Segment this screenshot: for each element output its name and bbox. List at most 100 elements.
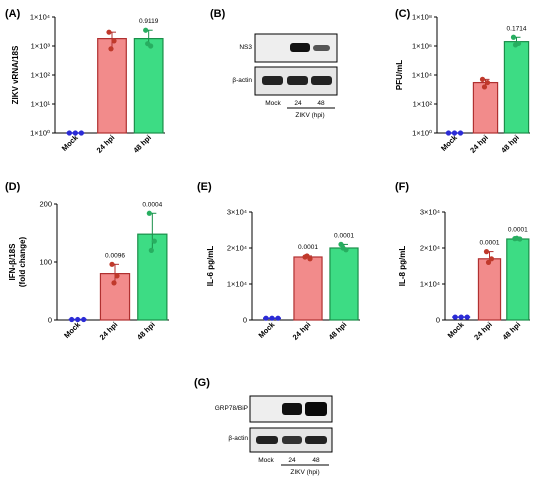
data-point [108,46,114,52]
data-point [109,261,115,267]
blot-actin-band-24 [287,76,308,85]
y-tick-label: 0 [243,316,247,325]
panel-label-d: (D) [5,181,21,193]
data-point [146,210,152,216]
y-tick-label: 1×10⁸ [412,13,432,22]
y-axis-label: IL-6 pg/mL [206,246,215,287]
data-point [114,273,120,279]
data-point [445,130,452,136]
category-label: Mock [446,319,467,340]
blot-lane-48: 48 [317,100,325,107]
charts-layer: (A) 1×10⁰ 1×10¹ 1×10² 1×10³ 1×10⁴ ZIKV vRNA/18… [5,8,530,342]
data-point [304,253,310,259]
panel-label-c: (C) [395,8,411,20]
blot-actin-g-band-mock [256,436,278,444]
data-point [457,130,464,136]
p-value-label: 0.0004 [142,201,162,208]
y-axis-label-2: (fold change) [18,237,27,288]
category-label: 24 hpi [98,320,120,342]
data-point [510,34,517,40]
blot-row-label-actin-g: β-actin [228,435,248,442]
p-value-label: 0.9119 [139,18,159,25]
data-point [75,316,81,323]
data-point [81,316,87,323]
data-point [512,42,519,48]
chart-a: (A) 1×10⁰ 1×10¹ 1×10² 1×10³ 1×10⁴ ZIKV vRNA/18… [5,8,165,155]
data-point [143,27,149,33]
blot-row-label-actin: β-actin [232,77,252,84]
bar-c-1 [472,81,499,134]
y-tick-label: 1×10⁶ [412,42,432,51]
data-point [151,238,157,244]
data-point [485,259,492,265]
blot-group-label: ZIKV (hpi) [295,112,324,119]
y-axis-label: IFN-β/18S [8,243,17,281]
blot-row-label-grp78: GRP78/BiP [215,405,248,412]
blot-grp78-band-24 [282,403,302,415]
data-point [269,315,275,321]
chart-f: (F) 0 1×10⁴ 2×10⁴ 3×10⁴ IL-8 pg/mL Mock 0.0001 2… [395,181,530,342]
panel-label-b: (B) [210,8,226,20]
bar-f-1 [477,258,502,321]
data-point [514,235,520,241]
y-tick-label: 1×10⁴ [227,280,247,289]
data-point [106,29,112,35]
data-point [148,247,154,253]
chart-d: (D) 0 100 200 IFN-β/18S (fold change) Mock 0.00… [5,181,169,342]
p-value-label: 0.0096 [105,252,125,259]
panel-label-e: (E) [197,181,212,193]
data-point [483,249,490,255]
blot-lane-24: 24 [294,100,302,107]
y-tick-label: 1×10⁴ [420,280,440,289]
bar-a-1 [97,37,127,134]
blot-g-lane-mock: Mock [258,457,274,464]
blot-ns3-band-48 [313,45,330,51]
y-tick-label: 1×10⁴ [30,13,50,22]
blot-b: (B) NS3 β-actin Mock 24 48 ZIKV (hpi) [210,8,338,119]
data-point [78,130,84,136]
blot-actin-band-mock [262,76,283,85]
data-point [451,130,458,136]
blot-g: (G) GRP78/BiP β-actin Mock 24 48 ZIKV (h… [194,377,333,476]
p-value-label: 0.1714 [507,25,527,32]
blot-actin-g-band-48 [305,436,327,444]
y-tick-label: 1×10³ [31,42,51,51]
data-point [263,315,269,321]
data-point [69,316,75,323]
data-point [479,76,486,82]
data-point [458,314,464,320]
y-tick-label: 1×10² [413,100,433,109]
blot-actin-band-48 [311,76,332,85]
y-tick-label: 3×10⁴ [227,208,247,217]
data-point [481,84,488,90]
y-tick-label: 1×10¹ [31,100,51,109]
data-point [275,315,281,321]
panel-label-f: (F) [395,181,409,193]
p-value-label: 0.0001 [298,244,318,251]
p-value-label: 0.0001 [334,232,354,239]
y-tick-label: 1×10⁰ [412,129,432,138]
y-axis-label: IL-8 pg/mL [398,246,407,287]
y-tick-label: 0 [436,316,440,325]
y-tick-label: 0 [48,316,52,325]
bar-f-2 [506,238,530,321]
y-axis-label: PFU/mL [395,60,404,90]
bar-e-1 [293,256,323,321]
category-label: 48 hpi [501,320,523,342]
data-point [340,245,346,251]
data-point [464,314,470,320]
bar-c-2 [503,41,530,134]
bar-e-2 [329,247,359,321]
chart-e: (E) 0 1×10⁴ 2×10⁴ 3×10⁴ IL-6 pg/mL Mock 0.0001 2… [197,181,360,342]
y-tick-label: 3×10⁴ [420,208,440,217]
category-label: 48 hpi [131,133,153,155]
bar-a-2 [133,37,164,134]
category-label: 48 hpi [327,320,349,342]
panel-label-a: (A) [5,8,21,20]
data-point [66,130,72,136]
blot-ns3-band-24 [290,43,310,52]
data-point [145,41,151,47]
data-point [452,314,458,320]
data-point [488,256,495,262]
